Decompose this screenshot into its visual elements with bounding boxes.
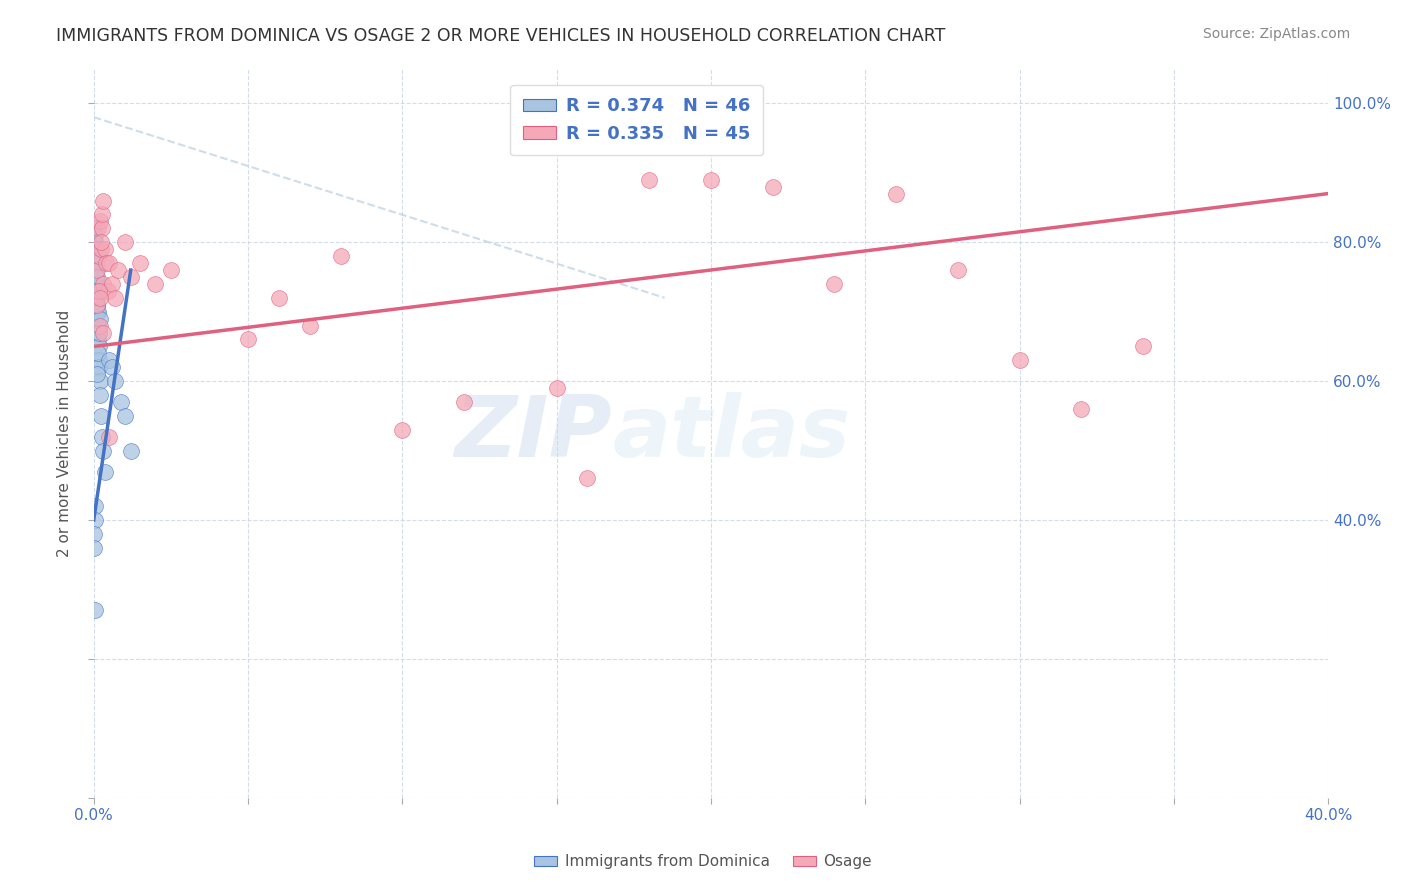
Point [89,388,111,402]
Point [86,304,108,318]
Point [86,298,108,312]
Point [107,263,129,277]
Point [84,235,107,250]
Point [87,339,110,353]
Point [90,242,112,256]
Text: IMMIGRANTS FROM DOMINICA VS OSAGE 2 OR MORE VEHICLES IN HOUSEHOLD CORRELATION CH: IMMIGRANTS FROM DOMINICA VS OSAGE 2 OR M… [56,27,946,45]
Point [83,513,105,527]
Point [329,249,352,263]
Point [86,284,108,298]
Point [86,277,108,291]
Point [84,242,107,256]
Point [83,221,105,235]
Point [546,381,568,395]
Legend: Immigrants from Dominica, Osage: Immigrants from Dominica, Osage [529,848,877,875]
Point [87,346,110,360]
Point [86,368,108,382]
Point [90,409,112,423]
Point [89,360,111,375]
Point [298,318,321,333]
Point [700,172,723,186]
Point [86,269,108,284]
Point [91,194,114,208]
Point [89,311,111,326]
Point [86,298,108,312]
Point [87,353,110,368]
Point [83,228,105,243]
Point [884,186,907,201]
Point [576,471,599,485]
Point [84,284,107,298]
Point [89,214,111,228]
Point [89,284,111,298]
Point [101,360,124,375]
Point [90,235,112,250]
Point [83,242,105,256]
Point [93,465,115,479]
Point [84,269,107,284]
Point [91,207,114,221]
Point [110,395,132,409]
Point [98,353,121,368]
Text: Source: ZipAtlas.com: Source: ZipAtlas.com [1202,27,1350,41]
Text: atlas: atlas [612,392,851,475]
Point [160,263,183,277]
Point [94,256,117,270]
Point [1008,353,1031,368]
Point [267,291,290,305]
Point [98,430,121,444]
Point [823,277,845,291]
Point [91,443,114,458]
Point [84,249,107,263]
Point [129,256,152,270]
Point [84,249,107,263]
Point [93,242,115,256]
Legend: R = 0.374   N = 46, R = 0.335   N = 45: R = 0.374 N = 46, R = 0.335 N = 45 [510,85,763,155]
Point [97,284,120,298]
Point [84,256,107,270]
Point [98,256,121,270]
Point [87,333,110,347]
Point [87,304,110,318]
Point [87,318,110,333]
Point [84,256,107,270]
Point [89,291,111,305]
Point [104,374,127,388]
Point [83,527,105,541]
Point [120,443,142,458]
Point [638,172,661,186]
Point [114,409,136,423]
Point [86,291,108,305]
Point [236,333,259,347]
Point [86,263,108,277]
Point [120,269,142,284]
Point [145,277,167,291]
Point [89,374,111,388]
Point [91,277,114,291]
Point [762,179,785,194]
Point [87,221,110,235]
Point [104,291,127,305]
Y-axis label: 2 or more Vehicles in Household: 2 or more Vehicles in Household [58,310,72,557]
Point [84,603,107,617]
Point [91,221,114,235]
Point [83,500,105,514]
Point [1070,401,1092,416]
Point [89,318,111,333]
Point [946,263,969,277]
Point [114,235,136,250]
Point [91,430,114,444]
Point [89,249,111,263]
Point [453,395,475,409]
Point [391,423,413,437]
Point [84,263,107,277]
Point [89,326,111,340]
Text: ZIP: ZIP [454,392,612,475]
Point [83,541,105,555]
Point [101,277,124,291]
Point [91,326,114,340]
Point [86,298,108,312]
Point [1132,339,1154,353]
